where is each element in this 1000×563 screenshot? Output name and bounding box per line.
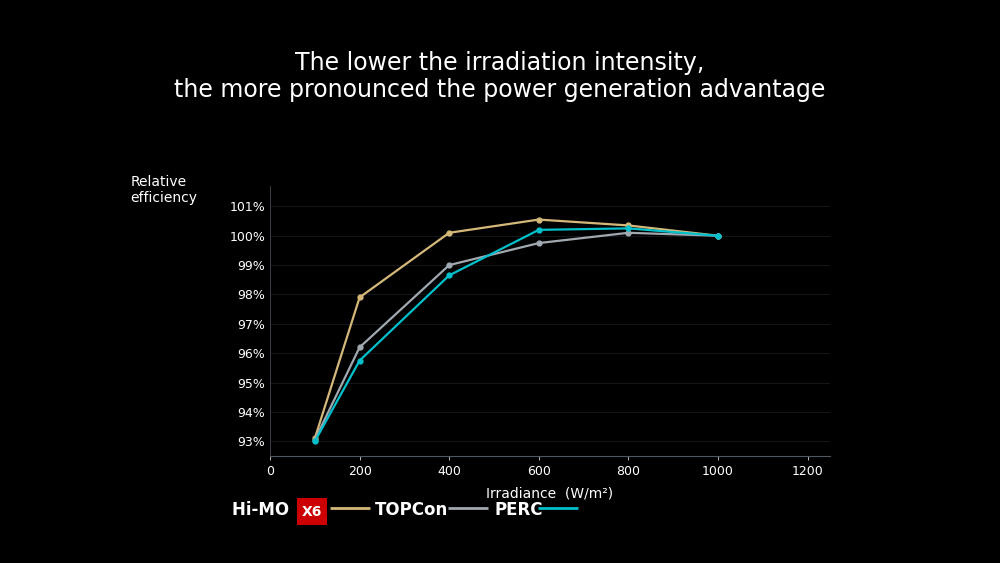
- Text: X6: X6: [302, 505, 322, 519]
- Text: TOPCon: TOPCon: [375, 501, 448, 519]
- Text: PERC: PERC: [494, 501, 542, 519]
- X-axis label: Irradiance  (W/m²): Irradiance (W/m²): [486, 486, 614, 501]
- Text: The lower the irradiation intensity,
the more pronounced the power generation ad: The lower the irradiation intensity, the…: [174, 51, 826, 102]
- Text: Hi-MO: Hi-MO: [232, 501, 295, 519]
- Text: Relative
efficiency: Relative efficiency: [130, 175, 197, 205]
